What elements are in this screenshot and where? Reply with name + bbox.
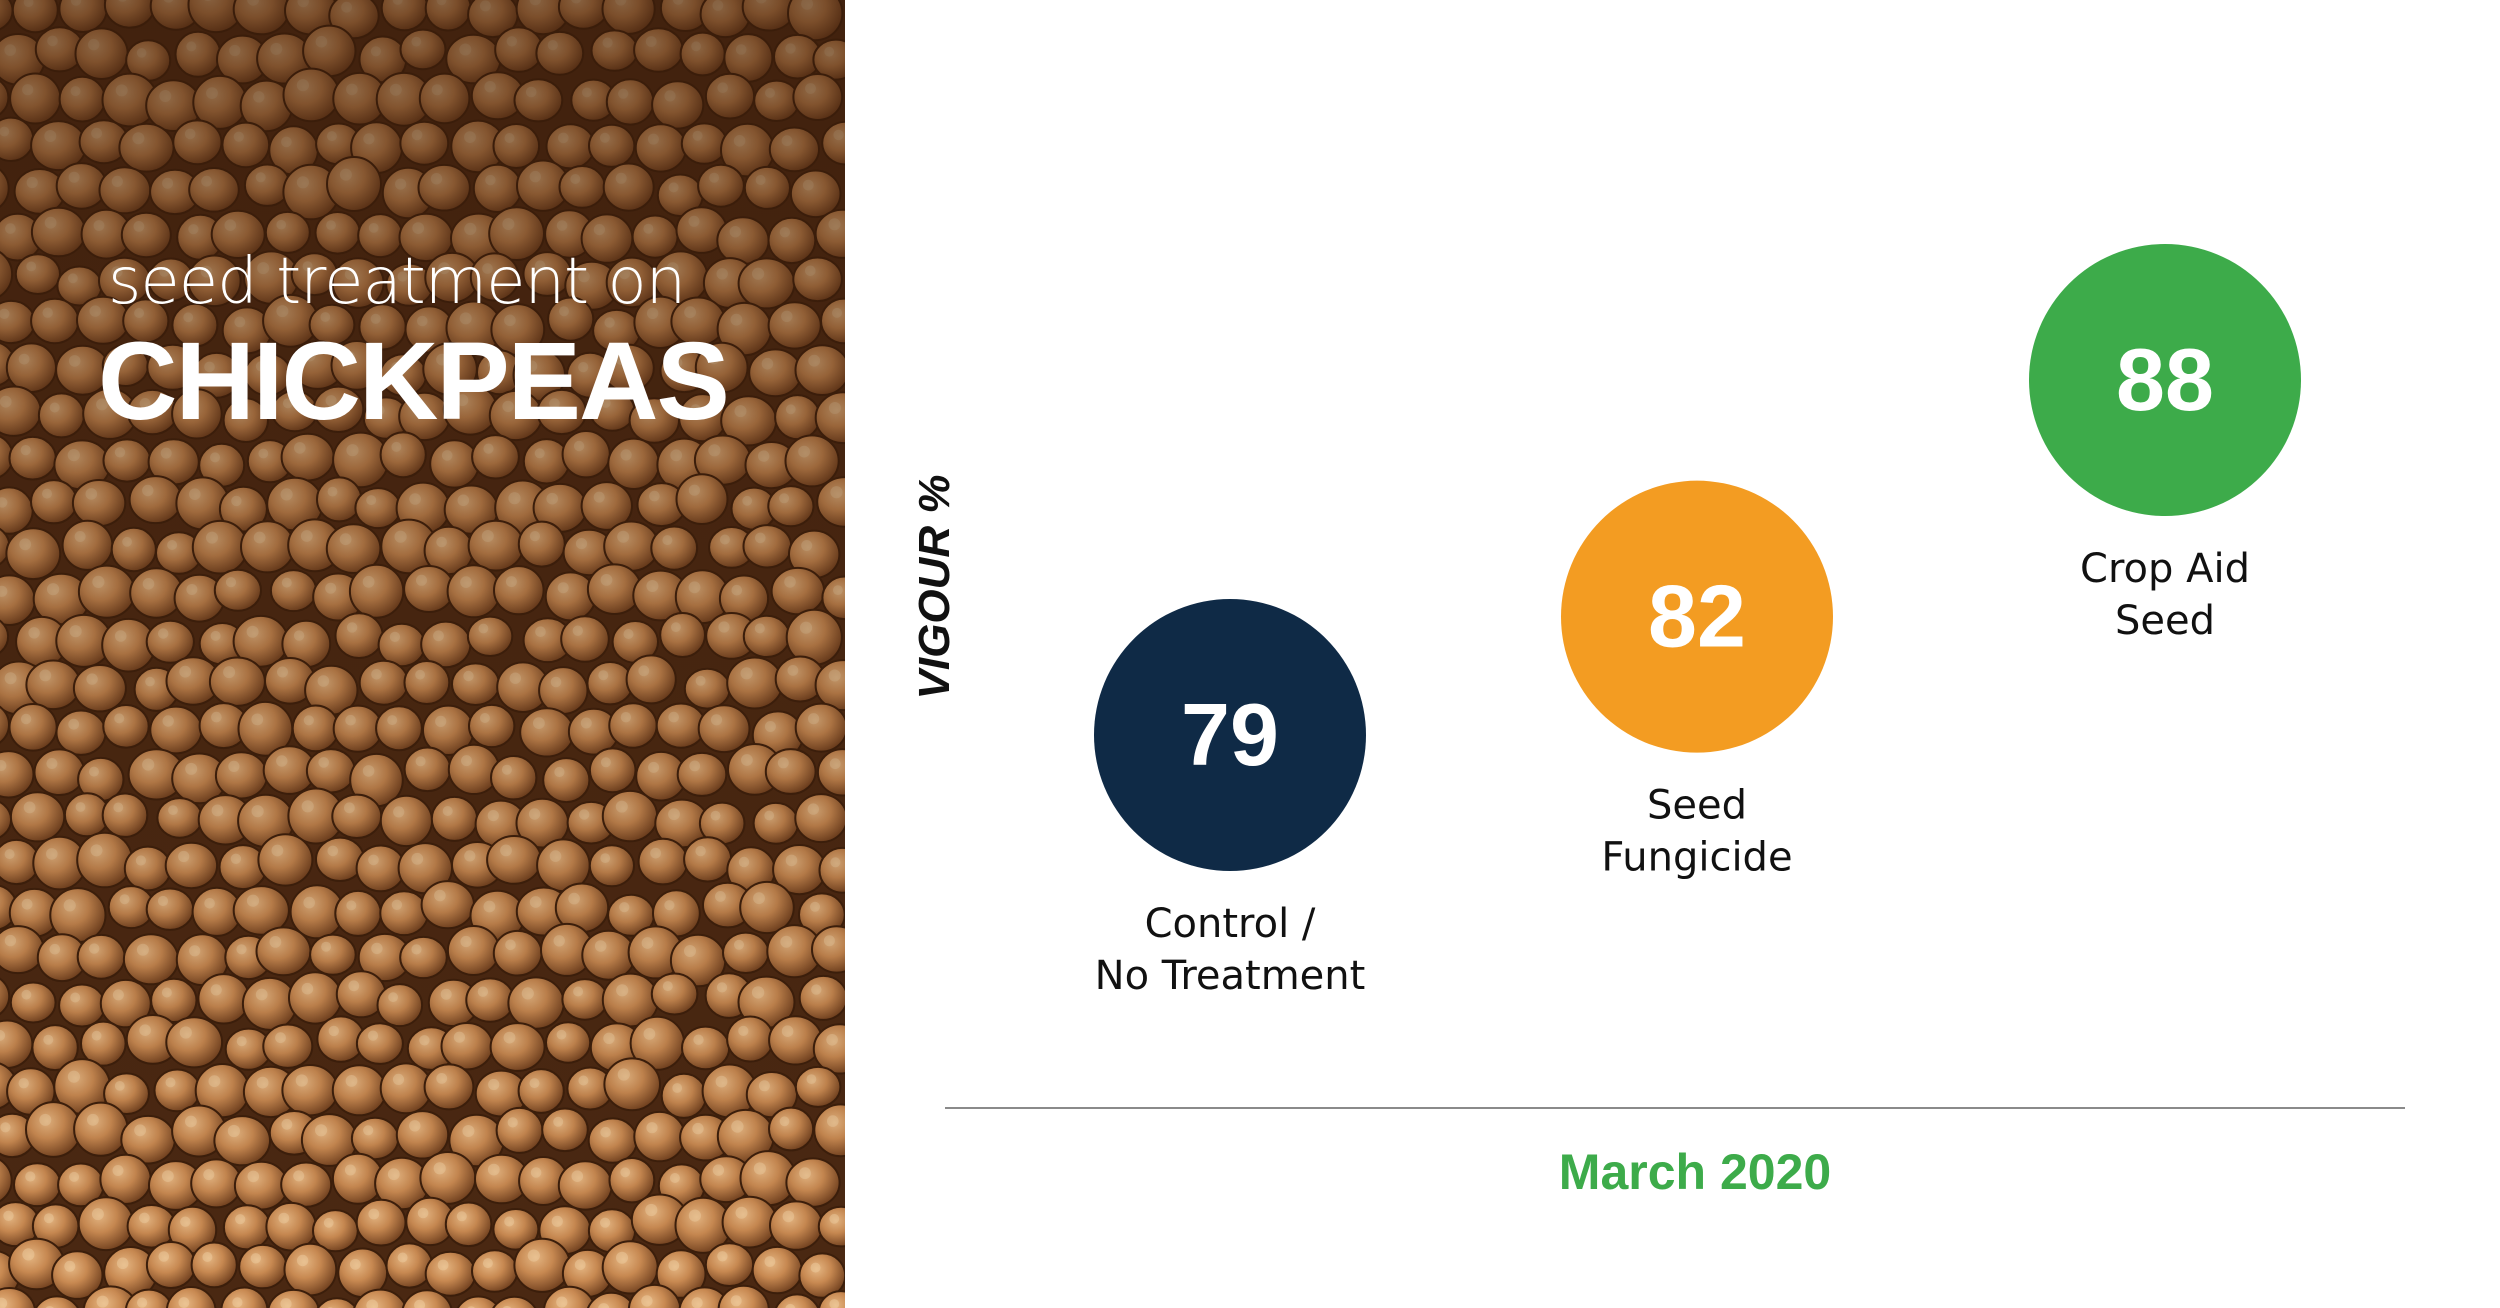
category-label-2-line-2: Fungicide — [1601, 835, 1792, 881]
data-point-1 — [1094, 599, 1366, 871]
chickpea-background-image — [0, 0, 845, 1308]
data-label-2: 82 — [1648, 567, 1746, 666]
data-label-1: 79 — [1181, 685, 1279, 784]
chickpea-photo-panel: seed treatment on CHICKPEAS — [0, 0, 845, 1308]
category-label-1-line-2: No Treatment — [1095, 953, 1366, 999]
chart-canvas: 79 Control / No Treatment 82 Seed Fungicide 88… — [945, 244, 2405, 1109]
category-label-3-line-1: Crop Aid — [2080, 546, 2250, 592]
data-point-2 — [1561, 480, 1833, 753]
category-label-2-line-1: Seed — [1647, 783, 1747, 829]
vigour-chart: 79 Control / No Treatment 82 Seed Fungicide 88… — [845, 0, 2500, 1308]
subtitle: seed treatment on — [108, 245, 686, 319]
y-axis-label: VIGOUR % — [910, 474, 959, 700]
x-axis-label: March 2020 — [1558, 1144, 1832, 1200]
page-title: CHICKPEAS — [98, 320, 730, 443]
data-point-3 — [2029, 244, 2301, 516]
category-label-3-line-2: Seed — [2115, 598, 2215, 644]
category-label-1-line-1: Control / — [1145, 901, 1316, 947]
data-label-3: 88 — [2116, 330, 2214, 429]
